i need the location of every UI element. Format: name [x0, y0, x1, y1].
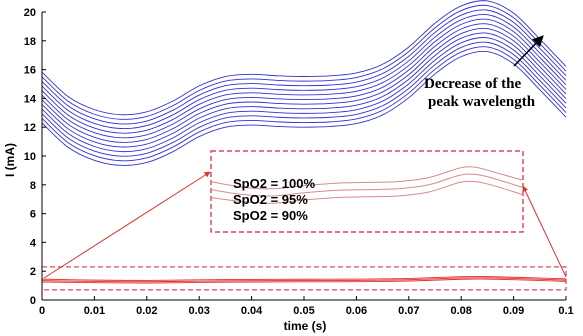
- x-tick-label: 0: [39, 305, 45, 317]
- x-tick-label: 0.08: [450, 305, 471, 317]
- x-tick-label: 0.1: [558, 305, 573, 317]
- y-tick-label: 20: [24, 7, 36, 19]
- y-tick-label: 0: [30, 295, 36, 307]
- spo2-label-90: SpO2 = 90%: [233, 208, 308, 223]
- inset-series-line: [210, 173, 523, 197]
- blue-series-line: [41, 9, 567, 125]
- inset-series-line: [210, 166, 523, 190]
- y-axis-label: I (mA): [3, 143, 17, 177]
- x-tick-label: 0.03: [188, 305, 209, 317]
- blue-series-line: [41, 4, 567, 120]
- arrow-annotation-line1: Decrease of the: [424, 76, 522, 92]
- x-tick-label: 0.09: [503, 305, 524, 317]
- x-axis-label: time (s): [284, 319, 327, 333]
- zoom-arrow-right: [522, 185, 567, 278]
- y-tick-label: 16: [24, 65, 36, 77]
- x-tick-label: 0.06: [346, 305, 367, 317]
- y-tick-label: 4: [30, 237, 37, 249]
- red-series-line: [41, 277, 567, 283]
- spo2-label-95: SpO2 = 95%: [233, 192, 308, 207]
- blue-series-line: [41, 46, 567, 162]
- y-tick-label: 6: [30, 209, 36, 221]
- zoom-inset-curves: [210, 166, 523, 204]
- y-tick-label: 10: [24, 151, 36, 163]
- red-series-band: [41, 275, 567, 284]
- blue-series-line: [41, 27, 567, 143]
- inset-series-line: [210, 180, 523, 204]
- x-tick-label: 0.05: [293, 305, 314, 317]
- y-tick-label: 8: [30, 180, 36, 192]
- arrow-annotation-line2: peak wavelength: [428, 94, 536, 110]
- peak-arrow: [513, 35, 544, 67]
- zoom-region-box: [41, 266, 567, 291]
- y-tick-label: 12: [24, 122, 36, 134]
- blue-series-line: [41, 14, 567, 130]
- blue-series-line: [41, 50, 567, 166]
- blue-series-line: [41, 41, 567, 157]
- axes: 0 0.01 0.02 0.03 0.04 0.05 0.06 0.07 0.08 0.09 0.1…: [24, 7, 574, 317]
- blue-series-line: [41, 0, 567, 116]
- blue-series-line: [41, 23, 567, 139]
- x-tick-label: 0.04: [241, 305, 263, 317]
- y-tick-label: 18: [24, 36, 36, 48]
- blue-series-line: [41, 32, 567, 148]
- x-tick-label: 0.07: [398, 305, 419, 317]
- spo2-label-100: SpO2 = 100%: [233, 176, 315, 191]
- x-tick-label: 0.02: [136, 305, 157, 317]
- blue-series-band: [41, 0, 567, 166]
- blue-series-line: [41, 37, 567, 153]
- y-tick-label: 2: [30, 266, 36, 278]
- y-tick-label: 14: [24, 93, 37, 105]
- red-series-line: [41, 278, 567, 284]
- red-series-line: [41, 275, 567, 281]
- x-tick-label: 0.01: [84, 305, 105, 317]
- blue-series-line: [41, 18, 567, 134]
- zoom-arrow-left: [43, 171, 211, 279]
